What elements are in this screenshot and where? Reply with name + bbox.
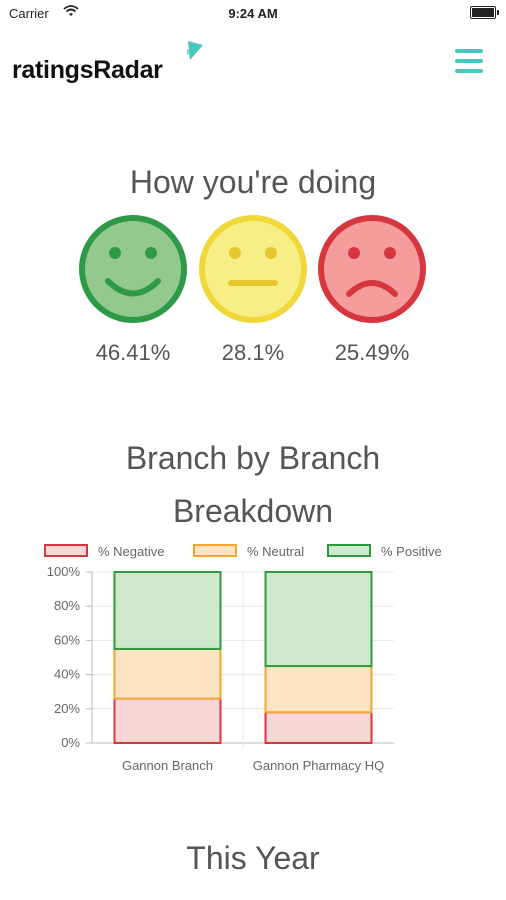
bar-negative-1: [264, 711, 373, 745]
hamburger-menu-icon: [455, 49, 483, 53]
carrier-label: Carrier: [9, 6, 49, 21]
y-tick-label: 0%: [61, 735, 80, 750]
smiley-face-icon: [78, 214, 188, 324]
neutral-face-icon: [198, 214, 308, 324]
sad-face-icon: [317, 214, 427, 324]
app-logo[interactable]: ratingsRadar: [12, 56, 163, 84]
battery-icon: [470, 6, 499, 19]
bar-neutral-1: [264, 665, 373, 714]
summary-title: How you're doing: [129, 164, 377, 200]
y-tick-label: 80%: [54, 598, 80, 613]
radar-icon: [184, 40, 206, 69]
bar-negative-0: [113, 697, 222, 744]
legend-label-negative: % Negative: [98, 544, 165, 559]
legend-swatch-positive: [327, 544, 371, 557]
legend-label-neutral: % Neutral: [247, 544, 305, 559]
y-tick-label: 60%: [54, 632, 80, 647]
y-tick-label: 40%: [54, 667, 80, 682]
x-tick-label: Gannon Pharmacy HQ: [253, 758, 385, 773]
status-bar: Carrier 9:24 AM: [0, 0, 506, 28]
bar-positive-1: [264, 571, 373, 668]
y-tick-label: 100%: [47, 564, 81, 579]
legend-swatch-neutral: [193, 544, 237, 557]
breakdown-title: Branch by Branch Breakdown: [125, 440, 381, 529]
this-year-title: This Year: [186, 840, 320, 876]
neutral-percent: 28.1%: [221, 340, 285, 365]
bar-neutral-0: [113, 647, 222, 700]
legend-label-positive: % Positive: [381, 544, 442, 559]
clock: 9:24 AM: [228, 6, 278, 21]
negative-percent: 25.49%: [334, 340, 410, 365]
breakdown-chart: 0% 20% 40% 60% 80% 100% Gannon Branch Gannon Ph…: [47, 564, 394, 773]
y-tick-label: 20%: [54, 701, 80, 716]
wifi-icon: [63, 5, 79, 20]
legend-swatch-negative: [44, 544, 88, 557]
positive-percent: 46.41%: [95, 340, 171, 365]
x-tick-label: Gannon Branch: [122, 758, 213, 773]
bar-positive-0: [113, 571, 222, 650]
menu-button[interactable]: [454, 46, 484, 76]
